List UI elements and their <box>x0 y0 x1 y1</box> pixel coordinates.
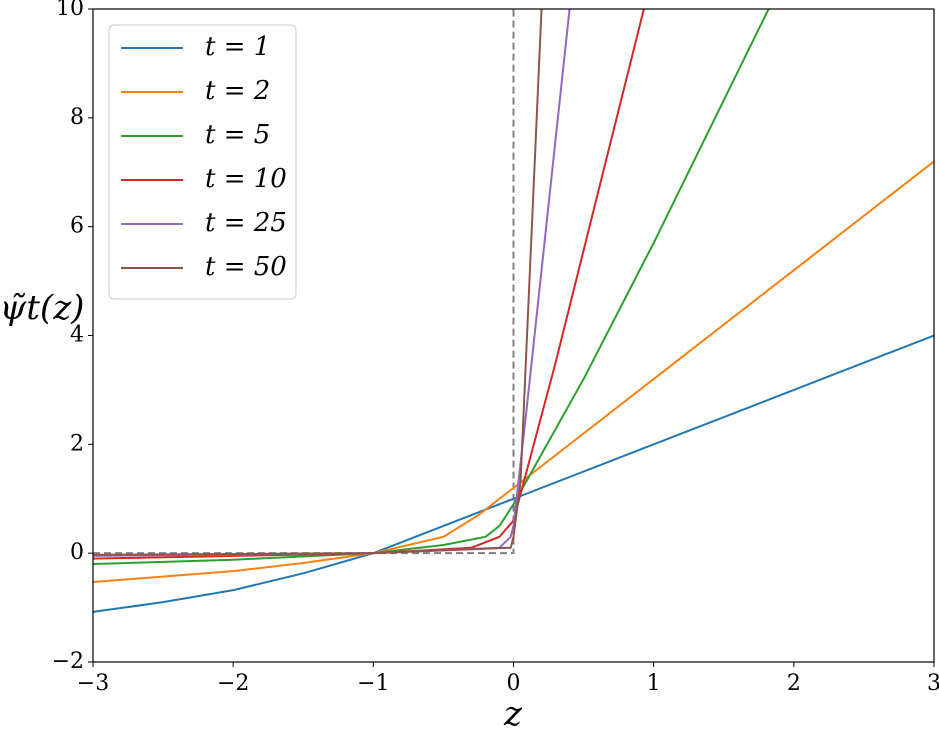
x-tick-label: −3 <box>77 671 109 696</box>
legend-label: t = 2 <box>205 76 270 106</box>
y-axis-label: ψ̃t(z) <box>0 288 84 328</box>
legend-label: t = 10 <box>205 164 287 194</box>
legend-label: t = 25 <box>205 208 287 238</box>
plot-frame <box>92 8 935 663</box>
x-tick-label: −1 <box>357 671 389 696</box>
reference-line <box>93 9 515 555</box>
x-tick-label: −2 <box>217 671 249 696</box>
x-tick-label: 3 <box>927 671 939 696</box>
series-line <box>93 334 934 613</box>
y-tick-label: 4 <box>70 323 84 348</box>
y-tick-label: 8 <box>70 105 84 130</box>
y-tick-label: 10 <box>56 0 84 21</box>
legend-label: t = 1 <box>205 32 270 62</box>
x-axis-label: z <box>503 694 523 731</box>
legend-label: t = 5 <box>205 120 270 150</box>
series-line <box>93 9 543 556</box>
y-tick-label: −2 <box>52 649 84 674</box>
x-tick-label: 0 <box>507 671 521 696</box>
legend-box <box>108 24 297 300</box>
legend-label: t = 50 <box>205 252 287 282</box>
y-tick-label: 2 <box>70 431 84 456</box>
x-tick-label: 1 <box>647 671 661 696</box>
series-line <box>93 160 934 584</box>
y-tick-label: 0 <box>70 540 84 565</box>
x-tick-label: 2 <box>787 671 801 696</box>
series-line <box>93 9 770 566</box>
plot-lines <box>93 9 934 613</box>
y-tick-label: 6 <box>70 214 84 239</box>
